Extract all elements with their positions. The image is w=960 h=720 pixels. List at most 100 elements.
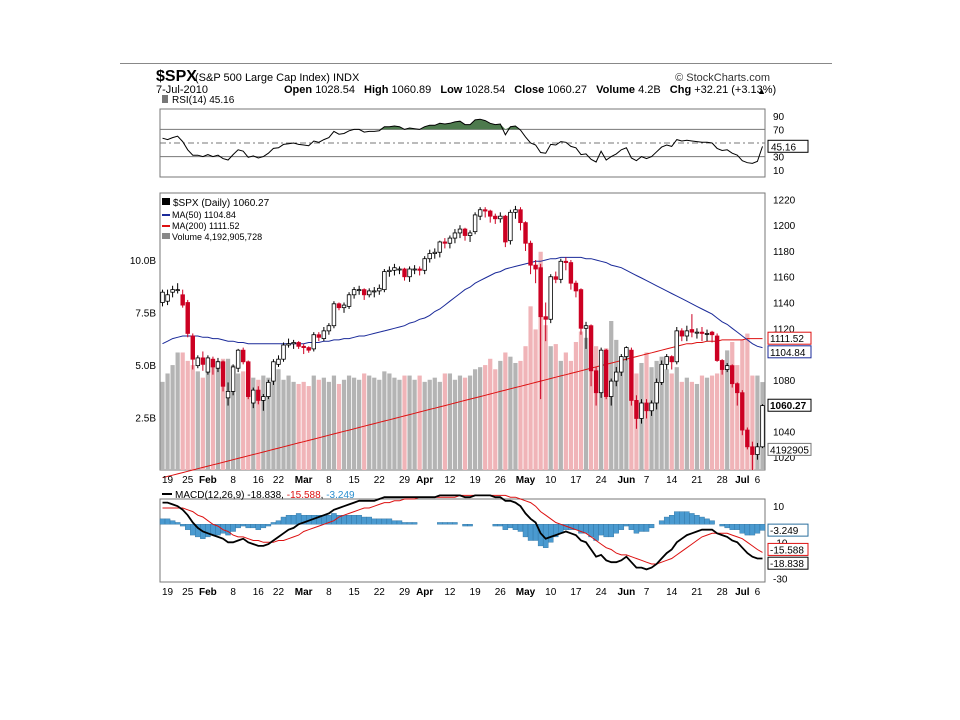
candle-body xyxy=(220,361,226,387)
volume-bar xyxy=(185,360,190,470)
volume-bar xyxy=(629,362,634,470)
low-label: Low xyxy=(440,84,463,96)
volume-bar xyxy=(755,375,760,470)
open-label: Open xyxy=(284,84,313,96)
price-y-tick: 1020 xyxy=(773,453,796,464)
volume-bar xyxy=(699,375,705,470)
volume-bar xyxy=(704,377,710,470)
rsi-legend-icon xyxy=(162,95,168,103)
volume-bar xyxy=(422,381,427,470)
volume-bar xyxy=(316,379,321,470)
candle-body xyxy=(694,331,700,334)
price-x-tick: 8 xyxy=(230,475,236,486)
volume-bar xyxy=(251,377,256,470)
candle-body xyxy=(382,271,387,291)
macd-histogram-bar xyxy=(381,518,388,525)
candle-body xyxy=(407,268,412,278)
candle-body xyxy=(235,349,241,369)
macd-histogram-bar xyxy=(240,524,246,527)
rsi-y-tick: 30 xyxy=(773,153,785,164)
candle-body xyxy=(488,210,493,217)
macd-histogram-bar xyxy=(295,513,302,525)
macd-histogram-bar xyxy=(169,520,176,525)
chg-label: Chg xyxy=(669,84,692,96)
candle-body xyxy=(205,357,211,373)
close-label: Close xyxy=(514,84,545,96)
macd-histogram-bar xyxy=(371,518,377,525)
volume-bar xyxy=(442,373,447,470)
candle-body xyxy=(367,290,372,296)
candle-body xyxy=(251,389,256,404)
candle-body xyxy=(528,242,533,266)
macd-x-tick: 24 xyxy=(596,587,608,598)
macd-histogram-bar xyxy=(623,524,630,527)
volume-bar xyxy=(225,358,231,470)
rsi-value-tag xyxy=(767,139,809,153)
chg-value: +32.21 (+3.13%) xyxy=(694,84,777,96)
candle-body xyxy=(609,380,614,397)
macd-x-tick: Apr xyxy=(416,587,433,598)
candle-body xyxy=(271,361,276,382)
triangle-up-icon: ▲ xyxy=(757,86,766,96)
candle-body xyxy=(230,366,236,392)
candle-body xyxy=(472,214,478,233)
macd-histogram-bar xyxy=(235,524,241,529)
macd-x-tick: 8 xyxy=(230,587,236,598)
macd-histogram-bar xyxy=(492,524,498,527)
candle-body xyxy=(750,446,755,455)
volume-tag: 4192905 xyxy=(770,445,809,456)
price-legend-main: $SPX (Daily) 1060.27 xyxy=(173,198,270,209)
price-y-tick: 1080 xyxy=(773,376,796,387)
close-tag-box xyxy=(767,398,812,412)
price-x-tick: 28 xyxy=(717,475,729,486)
macd-x-tick: 26 xyxy=(495,587,507,598)
rsi-value-tag-text: 45.16 xyxy=(771,142,796,153)
volume-bar xyxy=(241,371,246,470)
price-x-tick: Feb xyxy=(199,475,217,486)
volume-bar xyxy=(291,381,296,470)
volume-bar xyxy=(437,381,442,470)
candle-body xyxy=(614,371,619,382)
volume-bar xyxy=(599,360,604,470)
macd-histogram-bar xyxy=(230,524,236,532)
symbol-label[interactable]: $SPX xyxy=(156,68,197,85)
volume-bar xyxy=(230,365,236,470)
volume-bar xyxy=(513,362,518,470)
macd-histogram-bar xyxy=(633,524,640,534)
candle-body xyxy=(452,232,458,239)
candle-body xyxy=(462,228,468,236)
price-y-tick: 1220 xyxy=(773,195,796,206)
stockcharts-brand[interactable]: © StockCharts.com xyxy=(675,72,770,84)
volume-y-tick: 7.5B xyxy=(135,309,156,320)
macd-histogram-bar xyxy=(411,522,418,525)
ohlc-readout: Open 1028.54 High 1060.89 Low 1028.54 Cl… xyxy=(278,84,776,96)
volume-bar xyxy=(604,348,609,470)
candle-body xyxy=(624,347,629,358)
macd-histogram-bar xyxy=(527,524,534,541)
candle-body xyxy=(215,361,221,369)
candle-body xyxy=(724,365,730,370)
macd-legend-signal: -15.588 xyxy=(287,490,321,501)
price-x-tick: 14 xyxy=(666,475,678,486)
volume-bar xyxy=(286,375,291,470)
volume-bar xyxy=(694,383,700,470)
candle-body xyxy=(377,287,382,292)
macd-histogram-bar xyxy=(638,524,645,532)
macd-histogram-bar xyxy=(618,524,625,530)
volume-bar xyxy=(367,375,372,470)
candle-body xyxy=(593,370,599,394)
volume-bar xyxy=(614,339,619,470)
candle-body xyxy=(482,209,488,212)
volume-bar xyxy=(578,331,584,470)
volume-bar xyxy=(508,356,513,470)
rsi-legend: RSI(14) 45.16 xyxy=(172,95,235,106)
macd-histogram-bar xyxy=(341,515,347,525)
macd-histogram-bar xyxy=(729,524,735,530)
price-y-tick: 1200 xyxy=(773,221,796,232)
macd-histogram-bar xyxy=(497,524,504,527)
macd-x-tick: 16 xyxy=(253,587,265,598)
macd-histogram-bar xyxy=(548,524,554,543)
macd-x-tick: 7 xyxy=(644,587,650,598)
candle-body xyxy=(387,269,392,272)
macd-histogram-bar xyxy=(719,524,725,527)
